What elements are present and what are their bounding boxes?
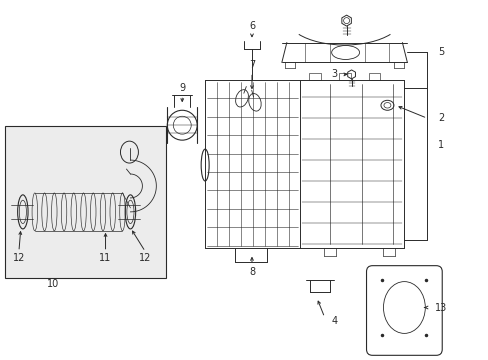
Text: 3: 3 [331,69,337,80]
Text: 1: 1 [437,140,444,150]
Text: 4: 4 [331,316,337,327]
Text: 6: 6 [248,21,255,31]
Bar [338,73,350,80]
Text: 11: 11 [99,253,111,263]
Text: 5: 5 [437,48,444,58]
Text: 10: 10 [46,279,59,289]
Bar [5,126,166,278]
Text: 13: 13 [434,302,447,312]
Text: 9: 9 [179,84,185,93]
Bar [368,73,380,80]
Text: 7: 7 [248,60,255,71]
Bar [308,73,320,80]
Text: 12: 12 [139,253,151,263]
Text: 8: 8 [248,267,255,276]
Text: 12: 12 [13,253,25,263]
Text: 2: 2 [437,113,444,123]
